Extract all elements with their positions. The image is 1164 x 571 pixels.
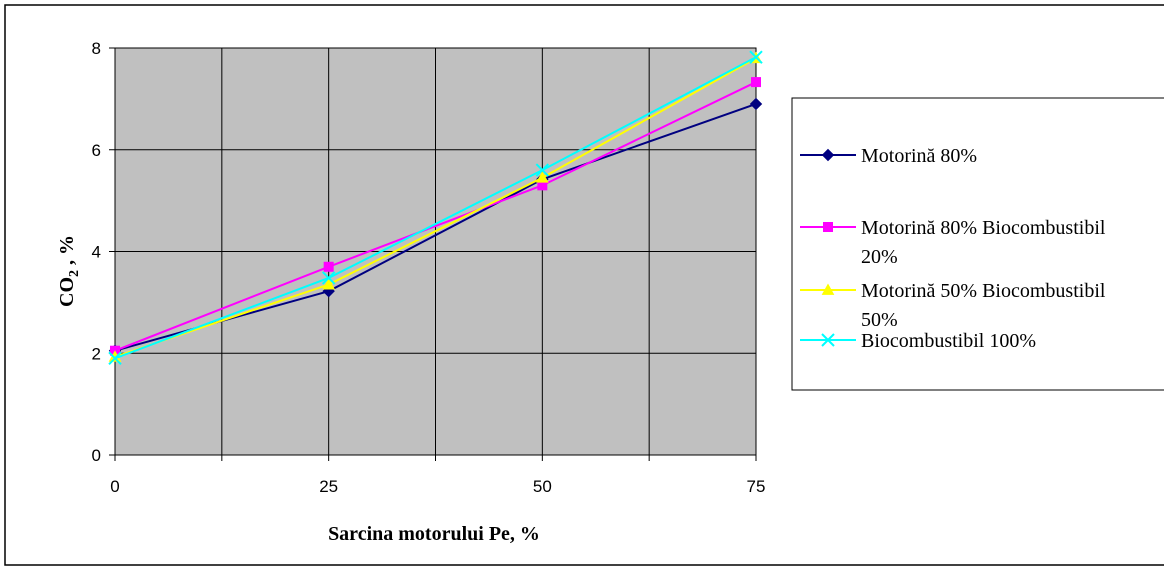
series-layer xyxy=(108,50,763,366)
legend-marker xyxy=(821,148,835,162)
x-tick-label: 0 xyxy=(110,477,119,496)
x-tick-label: 25 xyxy=(319,477,338,496)
legend-marker xyxy=(823,222,833,232)
legend-entry: Motorină 80% xyxy=(800,145,977,167)
legend-box xyxy=(791,97,1164,391)
data-point xyxy=(108,351,122,366)
y-tick-label: 2 xyxy=(92,344,101,363)
data-point xyxy=(751,77,761,88)
legend-marker xyxy=(821,333,835,347)
data-point xyxy=(535,171,549,183)
legend-entry: Motorină 80% Biocombustibil 20% xyxy=(800,217,1106,268)
data-point xyxy=(321,271,336,285)
series-3 xyxy=(108,51,763,362)
y-axis-title-main: CO xyxy=(56,277,78,307)
x-tick-label: 50 xyxy=(533,477,552,496)
axes: 0 2 4 6 8 0 25 50 75 xyxy=(92,39,766,496)
legend-label: Biocombustibil 100% xyxy=(861,330,1036,352)
legend-label: Motorină 80% xyxy=(861,145,977,167)
x-axis-title: Sarcina motorului Pe, % xyxy=(328,523,540,545)
legend-entry: Motorină 50% Biocombustibil 50% xyxy=(800,280,1106,331)
data-point xyxy=(323,261,334,272)
data-point xyxy=(749,50,763,64)
series-line xyxy=(114,81,757,352)
y-tick-label: 8 xyxy=(92,39,101,58)
legend-marker xyxy=(821,283,835,295)
legend: Motorină 80% Motorină 80% Biocombustibil 2… xyxy=(791,97,1164,391)
series-line xyxy=(114,57,757,358)
series-line xyxy=(114,56,757,360)
legend-label: Motorină 50% Biocombustibil xyxy=(861,280,1106,302)
y-axis-title-subscript: 2 xyxy=(67,270,82,277)
data-point xyxy=(322,278,336,290)
x-tick-label: 75 xyxy=(747,477,766,496)
y-tick-label: 0 xyxy=(92,446,101,465)
legend-label: 50% xyxy=(861,309,898,331)
legend-label: Motorină 80% Biocombustibil xyxy=(861,217,1106,239)
legend-label: 20% xyxy=(861,246,898,268)
y-axis-title-suffix: , % xyxy=(56,235,78,270)
grid-lines xyxy=(115,48,756,455)
legend-entry: Biocombustibil 100% xyxy=(800,330,1036,352)
y-tick-label: 4 xyxy=(92,243,101,262)
y-tick-label: 6 xyxy=(92,141,101,160)
y-axis-title: CO2 , % xyxy=(56,235,82,307)
series-4 xyxy=(108,50,763,366)
data-point xyxy=(535,163,550,177)
data-point xyxy=(749,97,763,111)
